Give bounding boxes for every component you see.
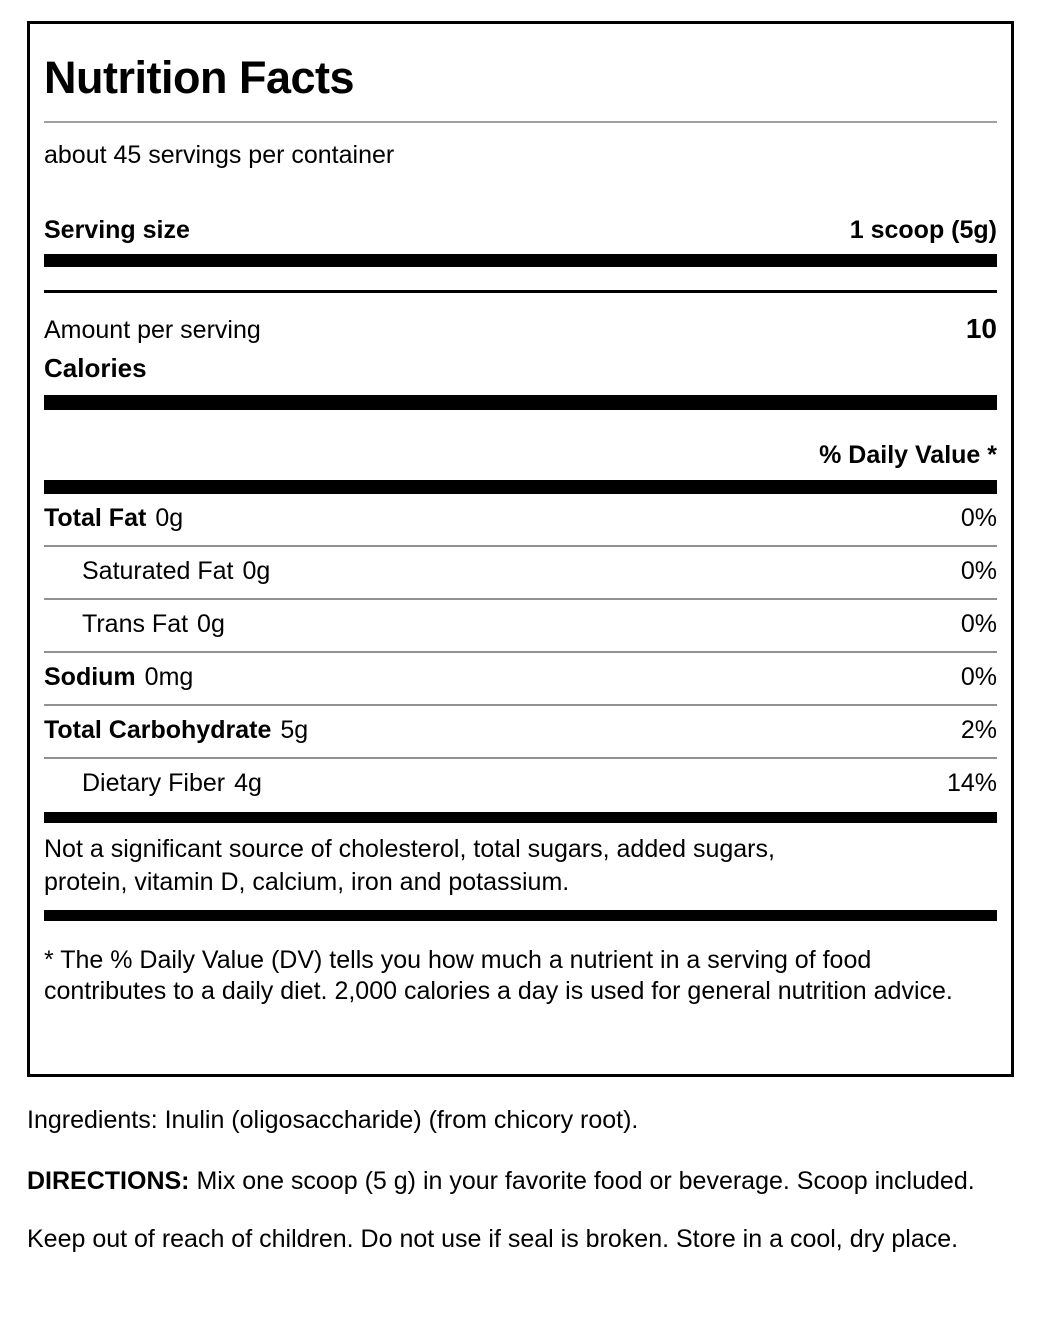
nutrient-row-dietary-fiber: Dietary Fiber 4g 14% [44,759,997,810]
nutrient-amount: 4g [234,769,262,797]
nutrient-cell: Dietary Fiber 4g [82,767,262,799]
nutrient-cell: Total Carbohydrate 5g [44,714,308,746]
row-separator-line [44,598,997,600]
row-separator-line [44,651,997,653]
nutrient-daily-value: 0% [960,557,997,585]
calories-value: 10 [965,313,997,344]
serving-size-row: Serving size 1 scoop (5g) [44,214,997,246]
nutrient-row-total-fat: Total Fat 0g 0% [44,494,997,545]
nutrient-name: Trans Fat [82,610,189,638]
storage-warning-text: Keep out of reach of children. Do not us… [27,1225,959,1253]
nutrition-facts-label: Nutrition Facts about 45 servings per co… [27,21,1014,1077]
insignificant-source-note: Not a significant source of cholesterol,… [44,835,775,896]
nutrient-daily-value: 0% [960,610,997,638]
thick-divider-bar [44,480,997,494]
nutrient-daily-value: 14% [946,769,997,797]
servings-per-container: about 45 servings per container [44,141,395,169]
nutrient-amount: 5g [280,716,309,744]
directions-body: Mix one scoop (5 g) in your favorite foo… [196,1167,975,1195]
amount-per-serving-row: Amount per serving 10 [44,312,997,347]
serving-size-value: 1 scoop (5g) [849,216,997,244]
nutrient-cell: Trans Fat 0g [82,608,225,640]
thick-divider-bar [44,395,997,410]
nutrient-cell: Saturated Fat 0g [82,555,270,587]
nutrient-name: Total Carbohydrate [44,716,272,744]
thin-divider-line [44,290,997,293]
nutrient-row-trans-fat: Trans Fat 0g 0% [44,600,997,651]
nutrient-name: Saturated Fat [82,557,234,585]
nutrition-facts-title: Nutrition Facts [44,52,355,103]
nutrient-row-total-carbohydrate: Total Carbohydrate 5g 2% [44,706,997,757]
directions-text: DIRECTIONS: Mix one scoop (5 g) in your … [27,1165,1012,1197]
daily-value-header: % Daily Value * [819,441,997,469]
row-separator-line [44,545,997,547]
nutrient-row-saturated-fat: Saturated Fat 0g 0% [44,547,997,598]
directions-label: DIRECTIONS: [27,1167,190,1195]
row-separator-line [44,757,997,759]
ingredients-text: Ingredients: Inulin (oligosaccharide) (f… [27,1106,639,1134]
nutrient-cell: Total Fat 0g [44,502,183,534]
nutrient-amount: 0g [155,504,184,532]
nutrient-name: Total Fat [44,504,147,532]
thick-divider-bar [44,254,997,267]
nutrient-row-sodium: Sodium 0mg 0% [44,653,997,704]
nutrient-amount: 0g [242,557,271,585]
daily-value-footnote: * The % Daily Value (DV) tells you how m… [44,946,953,1005]
amount-per-serving-label: Amount per serving [44,316,261,344]
title-divider-line [44,121,997,123]
row-separator-line [44,704,997,706]
nutrient-amount: 0mg [144,663,194,691]
supplement-details: Ingredients: Inulin (oligosaccharide) (f… [27,1104,1012,1255]
nutrient-daily-value: 0% [960,663,997,691]
nutrient-cell: Sodium 0mg [44,661,193,693]
nutrient-name: Dietary Fiber [82,769,226,797]
calories-label: Calories [44,353,147,383]
nutrient-daily-value: 0% [960,504,997,532]
thick-divider-bar [44,812,997,823]
nutrient-daily-value: 2% [960,716,997,744]
serving-size-label: Serving size [44,216,190,244]
thick-divider-bar [44,910,997,921]
nutrient-name: Sodium [44,663,136,691]
nutrient-amount: 0g [197,610,225,638]
